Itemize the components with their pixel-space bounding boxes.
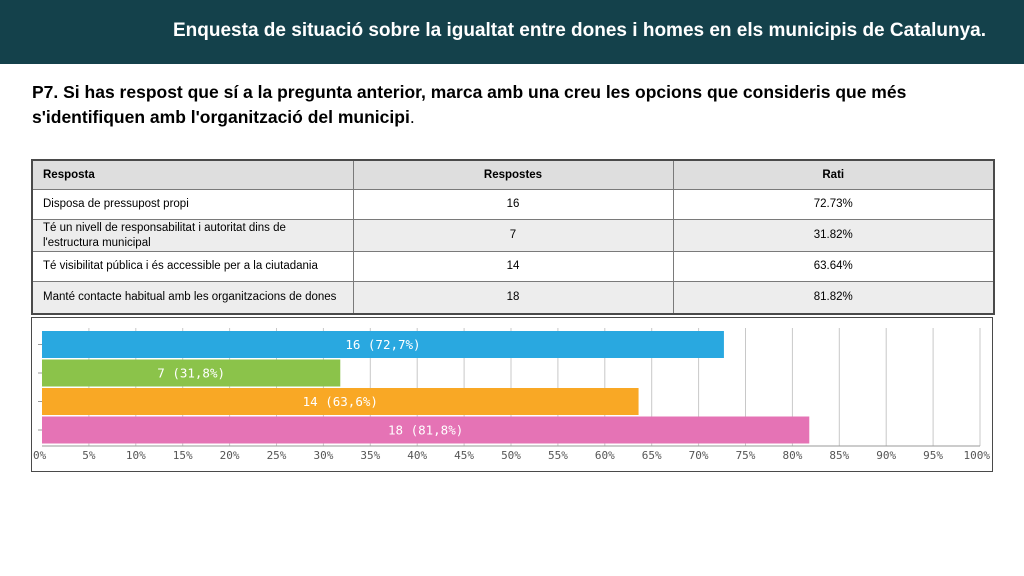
page-title: Enquesta de situació sobre la igualtat e… [173,20,986,41]
table-row: Té visibilitat pública i és accessible p… [31,251,995,282]
question-end-punct: . [409,107,415,127]
bar [42,388,639,415]
question-body: P7. Si has respost que sí a la pregunta … [32,82,907,127]
x-tick-label: 85% [829,449,849,462]
x-tick-label: 50% [501,449,521,462]
x-tick-label: 80% [782,449,802,462]
cell-resposta: Té un nivell de responsabilitat i autori… [31,219,354,252]
cell-resposta: Disposa de pressupost propi [31,189,354,220]
table-row: Disposa de pressupost propi 16 72.73% [31,189,995,220]
x-tick-label: 55% [548,449,568,462]
cell-rati: 31.82% [672,219,995,252]
chart-container: 16 (72,7%) 7 (31,8%) 14 (63,6%) 18 (81,8%) 0… [31,317,993,472]
bar-label: 14 (63,6%) [303,394,378,409]
cell-rati: 63.64% [672,251,995,282]
bar [42,359,341,387]
bar-label: 18 (81,8%) [388,423,463,438]
cell-respostes: 16 [352,189,674,220]
header-respostes: Respostes [352,159,674,190]
x-tick-label: 10% [126,449,146,462]
x-tick-label: 35% [360,449,380,462]
x-tick-label: 40% [407,449,427,462]
x-tick-label: 25% [267,449,287,462]
table-row: Manté contacte habitual amb les organitz… [31,281,995,315]
cell-rati: 81.82% [672,281,995,315]
x-tick-label: 60% [595,449,615,462]
x-tick-label: 90% [876,449,896,462]
question-text: P7. Si has respost que sí a la pregunta … [32,80,972,130]
x-tick-label: 45% [454,449,474,462]
header-resposta: Resposta [31,159,354,190]
x-tick-label: 0% [33,449,47,462]
x-tick-label: 70% [689,449,709,462]
cell-rati: 72.73% [672,189,995,220]
cell-respostes: 7 [352,219,674,252]
cell-resposta: Manté contacte habitual amb les organitz… [31,281,354,315]
table-row: Té un nivell de responsabilitat i autori… [31,219,995,252]
table-header-row: Resposta Respostes Rati [31,159,995,190]
x-tick-label: 95% [923,449,943,462]
responses-table: Resposta Respostes Rati Disposa de press… [31,159,995,315]
cell-respostes: 14 [352,251,674,282]
header-bar: Enquesta de situació sobre la igualtat e… [0,0,1024,64]
bar-chart: 16 (72,7%) 7 (31,8%) 14 (63,6%) 18 (81,8%) 0… [33,328,991,462]
cell-resposta: Té visibilitat pública i és accessible p… [31,251,354,282]
x-tick-label: 30% [313,449,333,462]
x-tick-label: 15% [173,449,193,462]
x-tick-label: 5% [82,449,96,462]
x-tick-label: 20% [220,449,240,462]
x-tick-label: 65% [642,449,662,462]
bar-label: 16 (72,7%) [345,337,420,352]
bar [42,416,810,444]
bar-label: 7 (31,8%) [157,366,225,381]
x-tick-label: 100% [964,449,991,462]
header-rati: Rati [672,159,995,190]
cell-respostes: 18 [352,281,674,315]
bar [42,331,724,358]
x-tick-label: 75% [736,449,756,462]
